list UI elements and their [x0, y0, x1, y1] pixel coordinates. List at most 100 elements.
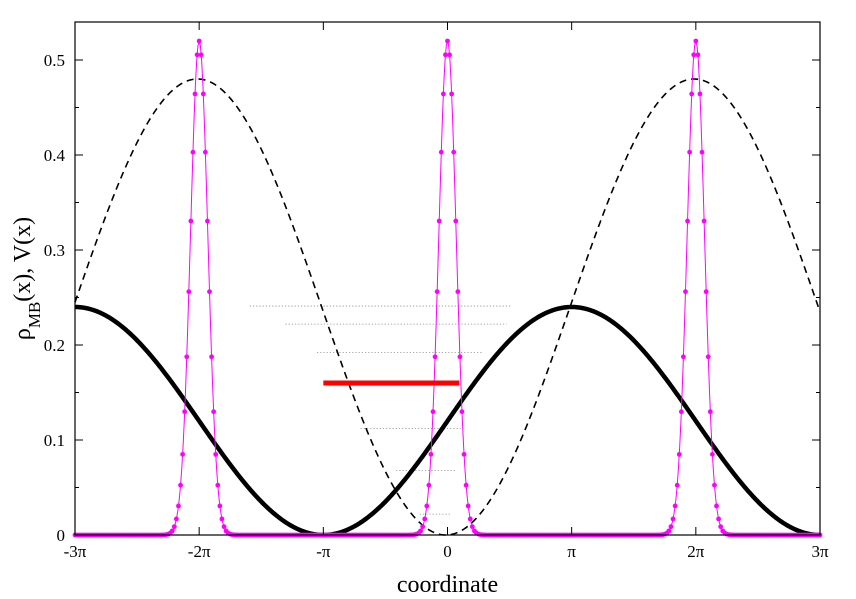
density-point — [443, 52, 448, 58]
density-point — [209, 354, 214, 360]
x-tick-label: 3π — [811, 542, 829, 561]
density-point — [678, 409, 684, 415]
magenta-density-line — [75, 40, 820, 536]
density-point — [205, 218, 210, 224]
density-point — [186, 289, 192, 295]
density-point — [196, 38, 202, 44]
density-point — [461, 451, 467, 457]
density-point — [445, 38, 450, 44]
density-point — [683, 289, 688, 295]
x-tick-label: -3π — [64, 542, 87, 561]
density-point — [685, 218, 690, 224]
density-point — [672, 503, 678, 509]
density-point — [668, 524, 674, 530]
density-point — [428, 451, 434, 457]
plot-frame — [74, 21, 821, 536]
density-point — [469, 524, 475, 530]
density-point — [447, 52, 452, 58]
x-axis-title: coordinate — [397, 572, 498, 598]
y-axis-title: ρMB(x), V(x) — [10, 217, 44, 340]
density-point — [215, 482, 221, 488]
density-point — [221, 524, 227, 530]
density-point — [666, 528, 672, 534]
density-point — [432, 354, 438, 360]
density-point — [703, 289, 709, 295]
density-point — [695, 52, 701, 58]
x-tick-label: -π — [316, 542, 331, 561]
density-point — [676, 451, 682, 457]
y-tick-label: 0 — [57, 526, 66, 545]
density-point — [211, 409, 217, 415]
y-tick-label: 0.4 — [44, 146, 66, 165]
density-point — [190, 149, 196, 155]
y-axis-title-rho: ρ — [10, 328, 36, 340]
density-point — [180, 451, 186, 457]
density-point — [184, 354, 190, 360]
density-point — [449, 91, 455, 97]
density-point — [681, 354, 686, 360]
density-point — [440, 91, 446, 97]
density-point — [192, 91, 198, 97]
density-point — [701, 218, 707, 224]
density-point — [670, 516, 676, 522]
density-point — [457, 354, 463, 360]
density-point — [174, 516, 179, 522]
x-tick-label: -2π — [188, 542, 211, 561]
density-point — [689, 91, 695, 97]
x-tick-label: 2π — [687, 542, 705, 561]
series-group — [73, 40, 822, 538]
density-point — [707, 409, 713, 415]
density-point — [198, 52, 204, 58]
density-point — [178, 482, 183, 488]
density-point — [422, 516, 428, 522]
solid-thick-line — [73, 304, 822, 538]
density-point — [716, 516, 721, 522]
density-point — [465, 503, 471, 509]
density-point — [171, 524, 177, 530]
density-point — [712, 482, 717, 488]
density-point — [687, 149, 693, 155]
density-point — [697, 91, 703, 97]
density-point — [438, 149, 444, 155]
density-point — [194, 52, 200, 58]
y-axis-title-rest: (x), V(x) — [10, 217, 36, 302]
density-markers — [72, 38, 823, 538]
density-point — [463, 482, 469, 488]
y-tick-label: 0.5 — [44, 51, 65, 70]
density-point — [455, 289, 461, 295]
density-point — [430, 409, 436, 415]
density-point — [420, 524, 426, 530]
density-point — [424, 503, 430, 509]
density-point — [418, 528, 423, 534]
density-point — [207, 289, 212, 295]
density-point — [459, 409, 465, 415]
density-point — [169, 528, 175, 534]
y-tick-label: 0.1 — [44, 431, 65, 450]
density-point — [453, 218, 459, 224]
density-point — [691, 52, 697, 58]
density-point — [188, 218, 194, 224]
density-point — [182, 409, 188, 415]
density-point — [213, 451, 219, 457]
density-point — [451, 149, 457, 155]
x-tick-label: π — [567, 542, 576, 561]
density-point — [705, 354, 711, 360]
density-point — [674, 482, 680, 488]
density-point — [200, 91, 206, 97]
dashed-potential-line — [74, 78, 821, 536]
density-point — [436, 218, 442, 224]
density-point — [714, 503, 719, 509]
density-point — [176, 503, 181, 509]
density-point — [693, 38, 699, 44]
density-point — [426, 482, 432, 488]
y-tick-label: 0.2 — [44, 336, 65, 355]
energy-levels — [249, 305, 511, 515]
density-point — [718, 524, 724, 530]
density-point — [709, 451, 715, 457]
axis-ticks — [74, 22, 821, 536]
density-point — [699, 149, 705, 155]
density-point — [217, 503, 223, 509]
density-point — [434, 289, 440, 295]
tick-labels: -3π -2π -π 0 π 2π 3π 0 0.1 0.2 0.3 0.4 0.5 — [44, 51, 829, 561]
